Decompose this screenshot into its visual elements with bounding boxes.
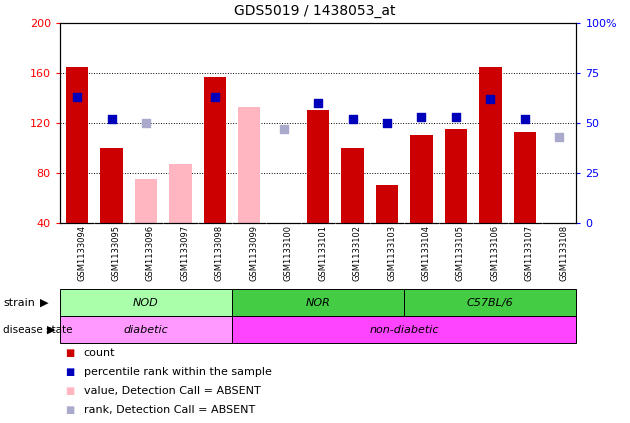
Text: GSM1133103: GSM1133103 (387, 225, 396, 281)
Text: ■: ■ (65, 386, 74, 396)
Text: NOR: NOR (306, 297, 331, 308)
Point (382, 120, 392, 126)
Point (210, 93, 220, 100)
Bar (100, 148, 123, 223)
Text: NOD: NOD (133, 297, 159, 308)
Bar (60, 289, 232, 316)
Point (141, 120, 151, 126)
Bar (404, 289, 576, 316)
Point (72, 93, 82, 100)
Bar (341, 148, 364, 223)
Bar (479, 67, 501, 223)
Bar (445, 129, 467, 223)
Bar (307, 110, 329, 223)
Bar (410, 135, 433, 223)
Point (554, 134, 564, 140)
Text: GSM1133107: GSM1133107 (525, 225, 534, 281)
Text: GSM1133100: GSM1133100 (284, 225, 293, 281)
Text: non-diabetic: non-diabetic (370, 324, 439, 335)
Text: GSM1133105: GSM1133105 (456, 225, 465, 281)
Text: GSM1133104: GSM1133104 (421, 225, 430, 281)
Bar (232, 316, 576, 343)
Text: GSM1133098: GSM1133098 (215, 225, 224, 281)
Bar (203, 77, 226, 223)
Bar (513, 132, 536, 223)
Text: GSM1133101: GSM1133101 (318, 225, 327, 281)
Bar (66, 67, 88, 223)
Text: GSM1133095: GSM1133095 (112, 225, 120, 281)
Text: ▶: ▶ (40, 297, 48, 308)
Text: value, Detection Call = ABSENT: value, Detection Call = ABSENT (84, 386, 261, 396)
Point (520, 115, 530, 122)
Text: rank, Detection Call = ABSENT: rank, Detection Call = ABSENT (84, 405, 255, 415)
Text: GSM1133099: GSM1133099 (249, 225, 258, 281)
Bar (60, 316, 232, 343)
Text: ■: ■ (65, 367, 74, 377)
Text: GSM1133096: GSM1133096 (146, 225, 155, 281)
Text: count: count (84, 348, 115, 357)
Text: GSM1133094: GSM1133094 (77, 225, 86, 281)
Text: GSM1133106: GSM1133106 (490, 225, 500, 281)
Text: GDS5019 / 1438053_at: GDS5019 / 1438053_at (234, 5, 396, 19)
Point (485, 96, 495, 102)
Text: GSM1133102: GSM1133102 (353, 225, 362, 281)
Text: ■: ■ (65, 405, 74, 415)
Text: disease state: disease state (3, 324, 72, 335)
Text: ▶: ▶ (47, 324, 55, 335)
Text: ■: ■ (65, 348, 74, 357)
Point (106, 115, 117, 122)
Point (278, 126, 289, 132)
Text: strain: strain (3, 297, 35, 308)
Point (348, 115, 358, 122)
Bar (232, 289, 404, 316)
Point (451, 114, 461, 121)
Text: GSM1133108: GSM1133108 (559, 225, 568, 281)
Bar (135, 179, 157, 223)
Point (416, 114, 427, 121)
Bar (238, 107, 260, 223)
Bar (169, 164, 192, 223)
Bar (376, 186, 398, 223)
Text: C57BL/6: C57BL/6 (467, 297, 513, 308)
Text: diabetic: diabetic (123, 324, 168, 335)
Text: percentile rank within the sample: percentile rank within the sample (84, 367, 272, 377)
Point (313, 99, 323, 106)
Text: GSM1133097: GSM1133097 (180, 225, 190, 281)
